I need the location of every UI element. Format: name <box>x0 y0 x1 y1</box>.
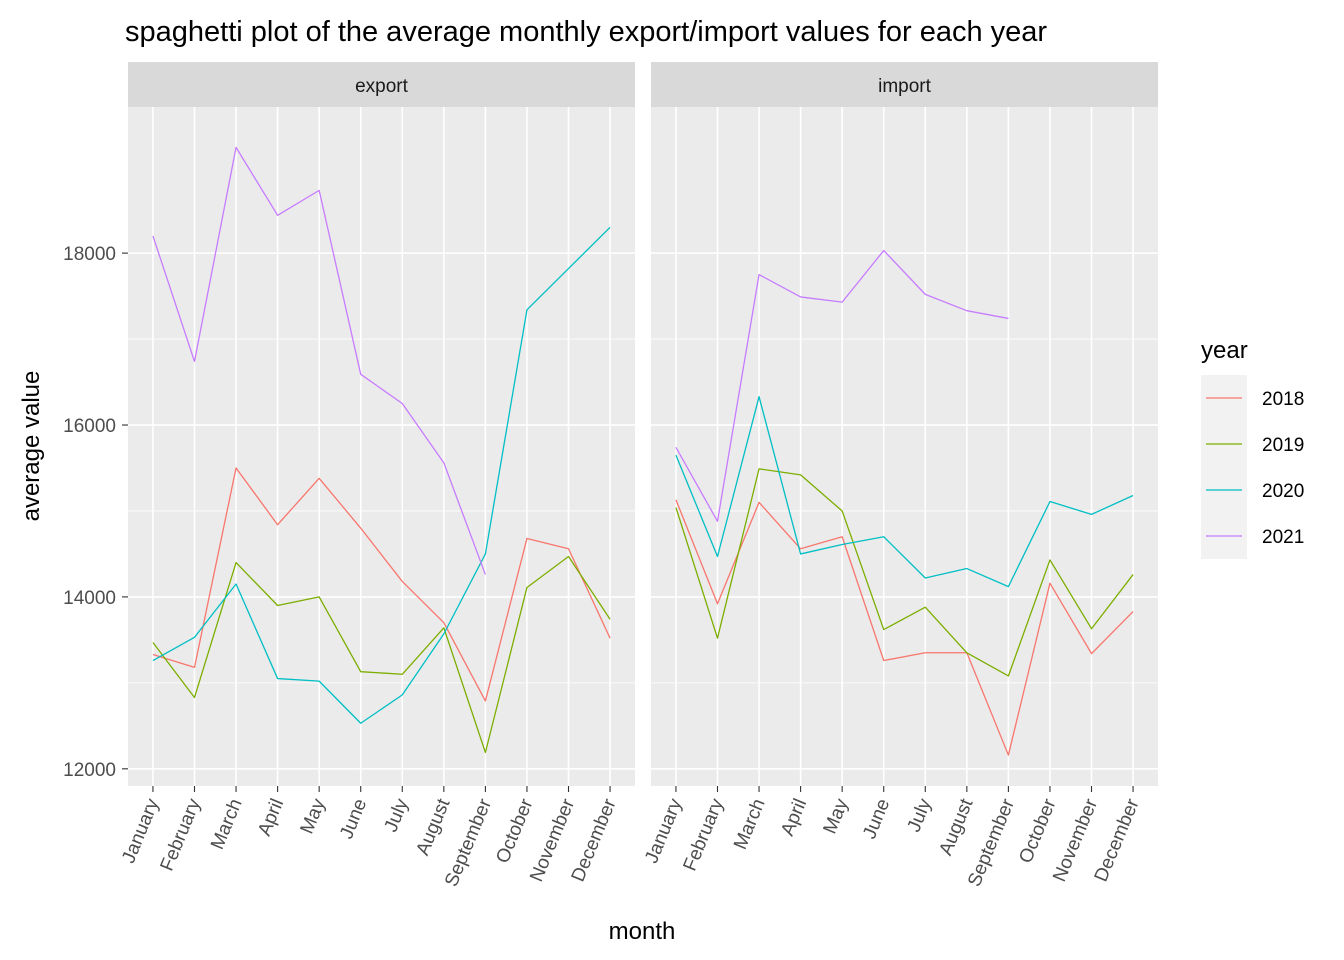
x-tick-label: June <box>336 796 371 842</box>
x-tick-label: April <box>254 796 288 839</box>
x-tick-label: February <box>157 795 206 874</box>
facet-strip-label: import <box>878 76 932 97</box>
x-tick-label: April <box>777 796 811 839</box>
x-tick-label: August <box>935 795 977 858</box>
legend-label: 2019 <box>1262 435 1304 456</box>
facet-strip <box>651 62 1158 107</box>
facet-strip-label: export <box>355 76 409 97</box>
x-tick-label: June <box>859 796 894 842</box>
series-line-import-2020 <box>675 395 1134 588</box>
y-tick-label: 12000 <box>63 760 116 781</box>
series-line-import-2019 <box>675 468 1134 677</box>
x-tick-label: January <box>641 795 686 866</box>
legend-label: 2018 <box>1262 389 1304 410</box>
legend-label: 2021 <box>1262 527 1304 548</box>
x-tick-label: May <box>297 795 330 837</box>
x-tick-label: May <box>820 795 853 837</box>
facet-strip <box>128 62 635 107</box>
series-line-export-2018 <box>152 467 611 702</box>
x-tick-label: August <box>412 795 454 858</box>
x-tick-label: March <box>730 796 770 853</box>
x-tick-label: July <box>904 795 937 835</box>
panel-background <box>128 107 635 786</box>
x-tick-label: January <box>118 795 163 866</box>
panel-background <box>651 107 1158 786</box>
panels: 12000140001600018000exportJanuaryFebruar… <box>63 62 1158 890</box>
x-tick-label: July <box>381 795 414 835</box>
legend-label: 2020 <box>1262 481 1304 502</box>
y-tick-label: 18000 <box>63 244 116 265</box>
x-tick-label: October <box>492 795 538 866</box>
legend-title: year <box>1201 337 1248 364</box>
x-tick-label: February <box>680 795 729 874</box>
y-axis-title: average value <box>18 371 45 522</box>
y-tick-label: 14000 <box>63 588 116 609</box>
series-line-import-2018 <box>675 499 1134 756</box>
x-axis-title: month <box>609 918 676 945</box>
series-line-import-2021 <box>675 249 1009 522</box>
series-line-export-2021 <box>152 146 486 575</box>
legend-items: 2018 2019 2020 2021 <box>1201 375 1304 559</box>
x-tick-label: March <box>207 796 247 853</box>
x-tick-label: October <box>1015 795 1061 866</box>
chart-title: spaghetti plot of the average monthly ex… <box>125 16 1047 48</box>
y-tick-label: 16000 <box>63 416 116 437</box>
series-line-export-2020 <box>152 226 611 724</box>
legend: year 2018 2019 2020 2021 <box>1201 337 1304 559</box>
series-line-export-2019 <box>152 555 611 754</box>
